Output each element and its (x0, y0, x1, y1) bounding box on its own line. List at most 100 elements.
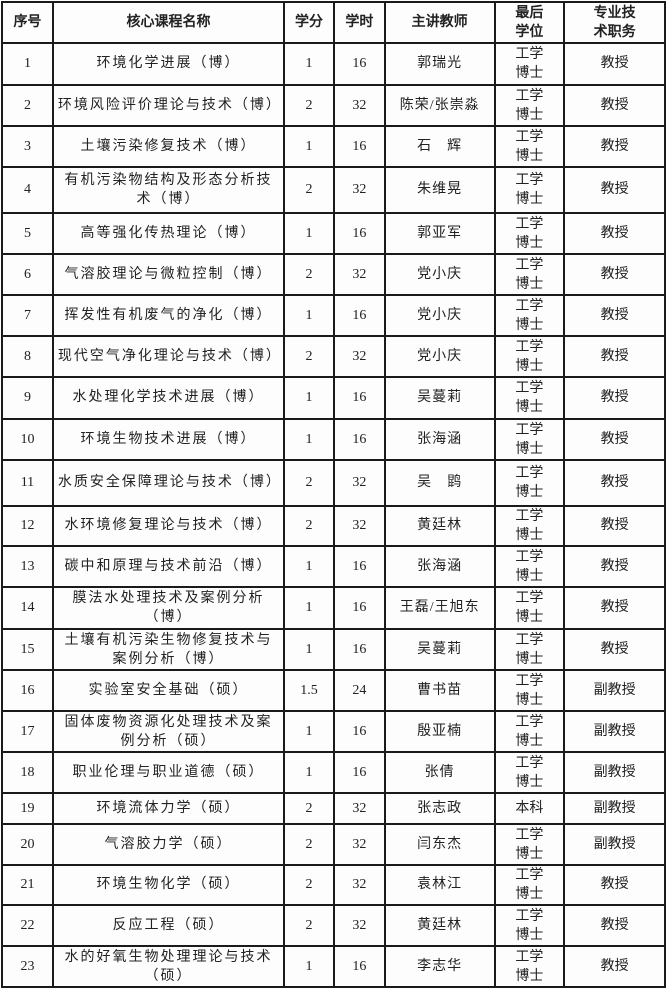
cell-title: 教授 (563, 42, 666, 86)
cell-teacher: 郭亚军 (383, 212, 496, 255)
cell-teacher: 陈荣/张崇淼 (383, 84, 496, 127)
header-credits: 学分 (283, 1, 335, 44)
cell-hours: 16 (332, 212, 386, 255)
cell-index: 20 (1, 823, 54, 866)
header-degree: 最后 学位 (493, 1, 566, 44)
cell-hours: 16 (332, 376, 386, 420)
header-teacher: 主讲教师 (383, 1, 496, 44)
cell-index: 19 (1, 792, 54, 825)
cell-hours: 32 (332, 823, 386, 866)
table-row: 6 气溶胶理论与微粒控制（博） 2 32 党小庆 工学 博士 教授 (1, 253, 666, 296)
cell-teacher: 曹书苗 (383, 669, 496, 712)
cell-hours: 32 (332, 166, 386, 214)
cell-title: 教授 (563, 166, 666, 214)
cell-course-name: 水的好氧生物处理理论与技术（硕） (51, 945, 286, 988)
cell-credits: 2 (283, 505, 335, 547)
cell-hours: 32 (332, 84, 386, 127)
cell-teacher: 石 辉 (383, 125, 496, 168)
cell-title: 副教授 (563, 792, 666, 825)
cell-course-name: 水处理化学技术进展（博） (51, 376, 286, 420)
cell-index: 11 (1, 459, 54, 507)
cell-degree: 工学 博士 (493, 710, 566, 753)
cell-index: 16 (1, 669, 54, 712)
cell-teacher: 黄廷林 (383, 505, 496, 547)
cell-degree: 工学 博士 (493, 459, 566, 507)
cell-teacher: 吴 鹍 (383, 459, 496, 507)
cell-hours: 32 (332, 505, 386, 547)
cell-degree: 工学 博士 (493, 84, 566, 127)
cell-credits: 1 (283, 376, 335, 420)
header-hours: 学时 (332, 1, 386, 44)
cell-teacher: 闫东杰 (383, 823, 496, 866)
cell-degree: 工学 博士 (493, 823, 566, 866)
table-row: 2 环境风险评价理论与技术（博） 2 32 陈荣/张崇淼 工学 博士 教授 (1, 84, 666, 127)
table-row: 11 水质安全保障理论与技术（博） 2 32 吴 鹍工学 博士 教授 (1, 459, 666, 507)
cell-title: 教授 (563, 904, 666, 947)
table-row: 9 水处理化学技术进展（博） 1 16 吴蔓莉 工学 博士 教授 (1, 376, 666, 420)
table-row: 13 碳中和原理与技术前沿（博） 1 16 张海涵 工学 博士 教授 (1, 545, 666, 588)
cell-course-name: 水质安全保障理论与技术（博） (51, 459, 286, 507)
cell-credits: 2 (283, 84, 335, 127)
cell-index: 12 (1, 505, 54, 547)
cell-degree: 工学 博士 (493, 751, 566, 794)
cell-degree: 工学 博士 (493, 945, 566, 988)
cell-index: 22 (1, 904, 54, 947)
cell-hours: 24 (332, 669, 386, 712)
cell-title: 教授 (563, 628, 666, 671)
cell-teacher: 郭瑞光 (383, 42, 496, 86)
cell-title: 教授 (563, 335, 666, 378)
cell-hours: 32 (332, 335, 386, 378)
cell-title: 教授 (563, 212, 666, 255)
cell-title: 教授 (563, 84, 666, 127)
cell-title: 副教授 (563, 710, 666, 753)
table-row: 3 土壤污染修复技术（博） 1 16 石 辉工学 博士 教授 (1, 125, 666, 168)
cell-degree: 工学 博士 (493, 376, 566, 420)
cell-teacher: 吴蔓莉 (383, 376, 496, 420)
cell-credits: 1 (283, 418, 335, 461)
table-row: 23 水的好氧生物处理理论与技术（硕） 1 16 李志华 工学 博士 教授 (1, 945, 666, 988)
cell-course-name: 环境生物化学（硕） (51, 864, 286, 906)
cell-hours: 32 (332, 253, 386, 296)
table-row: 19 环境流体力学（硕） 2 32 张志政 本科 副教授 (1, 792, 666, 825)
cell-course-name: 土壤污染修复技术（博） (51, 125, 286, 168)
cell-course-name: 碳中和原理与技术前沿（博） (51, 545, 286, 588)
cell-hours: 16 (332, 125, 386, 168)
cell-credits: 2 (283, 864, 335, 906)
table-row: 4 有机污染物结构及形态分析技术（博） 2 32 朱维晃 工学 博士 教授 (1, 166, 666, 214)
cell-title: 教授 (563, 545, 666, 588)
cell-title: 教授 (563, 505, 666, 547)
table-row: 18 职业伦理与职业道德（硕） 1 16 张倩 工学 博士 副教授 (1, 751, 666, 794)
cell-course-name: 反应工程（硕） (51, 904, 286, 947)
cell-title: 教授 (563, 376, 666, 420)
header-course-name: 核心课程名称 (51, 1, 286, 44)
cell-credits: 1 (283, 945, 335, 988)
cell-index: 13 (1, 545, 54, 588)
cell-index: 10 (1, 418, 54, 461)
cell-title: 教授 (563, 864, 666, 906)
cell-degree: 工学 博士 (493, 669, 566, 712)
cell-credits: 2 (283, 166, 335, 214)
table-row: 14 膜法水处理技术及案例分析（博） 1 16 王磊/王旭东 工学 博士 教授 (1, 586, 666, 630)
header-row: 序号 核心课程名称 学分 学时 主讲教师 最后 学位 专业技 术职务 (1, 1, 666, 44)
cell-course-name: 土壤有机污染生物修复技术与案例分析（博） (51, 628, 286, 671)
cell-course-name: 气溶胶理论与微粒控制（博） (51, 253, 286, 296)
cell-hours: 16 (332, 628, 386, 671)
cell-title: 教授 (563, 586, 666, 630)
cell-index: 18 (1, 751, 54, 794)
table-row: 12 水环境修复理论与技术（博） 2 32 黄廷林 工学 博士 教授 (1, 505, 666, 547)
cell-credits: 1 (283, 710, 335, 753)
cell-teacher: 张志政 (383, 792, 496, 825)
cell-index: 5 (1, 212, 54, 255)
cell-course-name: 水环境修复理论与技术（博） (51, 505, 286, 547)
cell-teacher: 吴蔓莉 (383, 628, 496, 671)
header-title: 专业技 术职务 (563, 1, 666, 44)
cell-credits: 2 (283, 904, 335, 947)
cell-degree: 工学 博士 (493, 628, 566, 671)
cell-credits: 1 (283, 125, 335, 168)
cell-hours: 32 (332, 904, 386, 947)
cell-credits: 2 (283, 253, 335, 296)
cell-degree: 工学 博士 (493, 166, 566, 214)
cell-degree: 工学 博士 (493, 586, 566, 630)
cell-index: 21 (1, 864, 54, 906)
